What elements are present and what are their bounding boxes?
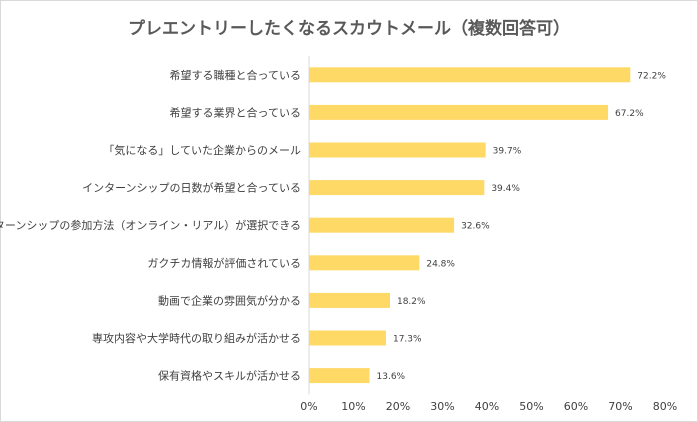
data-label: 24.8% — [426, 259, 455, 269]
x-tick-label: 0% — [300, 400, 317, 413]
bar — [309, 292, 390, 308]
data-label: 17.3% — [393, 335, 422, 345]
chart-title: プレエントリーしたくなるスカウトメール（複数回答可） — [128, 19, 570, 39]
x-tick-label: 20% — [386, 400, 410, 413]
x-tick-label: 40% — [475, 400, 499, 413]
bar — [309, 217, 455, 233]
category-label: 動画で企業の雰囲気が分かる — [158, 293, 301, 307]
data-label: 18.2% — [397, 297, 426, 307]
bar — [309, 368, 370, 384]
data-label: 39.7% — [493, 147, 522, 157]
bar — [309, 67, 631, 83]
x-tick-label: 10% — [341, 400, 365, 413]
category-label: ガクチカ情報が評価されている — [147, 256, 301, 270]
category-label: 「気になる」していた企業からのメール — [103, 143, 301, 157]
x-tick-label: 50% — [519, 400, 543, 413]
x-tick-label: 30% — [430, 400, 454, 413]
category-label: インターンシップの日数が希望と合っている — [82, 181, 301, 195]
bar — [309, 330, 386, 346]
data-label: 67.2% — [615, 109, 644, 119]
category-label: 専攻内容や大学時代の取り組みが活かせる — [92, 331, 301, 345]
data-label: 13.6% — [377, 372, 406, 382]
category-label: 保有資格やスキルが活かせる — [158, 369, 301, 383]
category-label: インターンシップの参加方法（オンライン・リアル）が選択できる — [0, 218, 301, 232]
bar — [309, 142, 486, 158]
category-label: 希望する業界と合っている — [170, 105, 301, 119]
bar — [309, 255, 420, 271]
data-label: 32.6% — [461, 222, 490, 232]
data-label: 72.2% — [637, 71, 666, 81]
category-label: 希望する職種と合っている — [170, 68, 301, 82]
bar — [309, 180, 485, 196]
x-tick-label: 60% — [564, 400, 588, 413]
x-tick-label: 70% — [608, 400, 632, 413]
data-label: 39.4% — [491, 184, 520, 194]
bar — [309, 104, 609, 120]
x-tick-label: 80% — [653, 400, 677, 413]
